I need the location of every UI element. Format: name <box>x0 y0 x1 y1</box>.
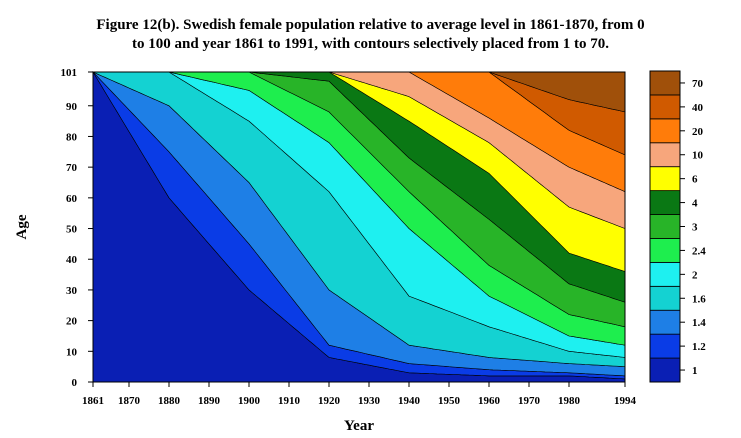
x-tick-label: 1920 <box>318 395 341 407</box>
legend-label: 4 <box>692 198 698 210</box>
legend-label: 40 <box>692 102 704 114</box>
x-tick-label: 1910 <box>278 395 301 407</box>
legend-swatch-1.4 <box>649 309 681 335</box>
x-tick-label: 1960 <box>478 395 501 407</box>
x-tick-label: 1940 <box>398 395 421 407</box>
legend-label: 1.2 <box>692 341 706 353</box>
x-tick-label: 1890 <box>198 395 221 407</box>
legend-label: 1 <box>692 365 698 377</box>
x-tick-label: 1930 <box>358 395 381 407</box>
legend-label: 1.4 <box>692 317 706 329</box>
legend-label: 6 <box>692 174 698 186</box>
y-tick-label: 80 <box>66 131 78 143</box>
x-tick-label: 1970 <box>518 395 541 407</box>
legend-swatch-1.6 <box>649 285 681 311</box>
x-tick-label: 1900 <box>238 395 261 407</box>
x-tick-label: 1880 <box>158 395 181 407</box>
y-tick-label: 0 <box>72 377 78 389</box>
legend-label: 2 <box>692 269 698 281</box>
y-tick-label: 40 <box>66 254 78 266</box>
x-tick-label: 1994 <box>614 395 637 407</box>
y-tick-label: 90 <box>66 101 78 113</box>
legend-swatch-1.2 <box>649 333 681 359</box>
legend-swatch-4 <box>649 190 681 215</box>
legend-swatch-2.4 <box>649 238 681 263</box>
plot-frame <box>92 71 626 383</box>
y-tick-label: 50 <box>66 224 78 236</box>
legend-swatch-10 <box>649 142 681 168</box>
x-axis: 1861 1870 1880 1890 1900 1910 1920 1930 1940 1950… <box>82 382 637 407</box>
legend-label: 3 <box>692 222 698 234</box>
y-tick-label: 70 <box>66 162 78 174</box>
color-legend: 1 1.2 1.4 1.6 2 2.4 3 4 6 10 20 40 70 <box>649 70 706 383</box>
legend-label: 10 <box>692 150 704 162</box>
legend-swatch-1 <box>649 357 681 383</box>
legend-label: 2.4 <box>692 245 706 257</box>
legend-swatch-2 <box>649 261 681 287</box>
legend-swatch-20 <box>649 118 681 144</box>
x-tick-label: 1980 <box>558 395 581 407</box>
x-tick-label: 1861 <box>82 395 104 407</box>
contour-bands <box>92 70 626 383</box>
legend-swatch-6 <box>649 166 681 192</box>
legend-swatch-3 <box>649 214 681 239</box>
y-tick-label: 20 <box>66 316 78 328</box>
legend-swatch-70 <box>649 70 681 96</box>
chart-title-line-2: to 100 and year 1861 to 1991, with conto… <box>132 36 609 52</box>
y-tick-label: 10 <box>66 346 78 358</box>
legend-frame <box>649 70 681 383</box>
chart-title: Figure 12(b). Swedish female population … <box>0 16 741 54</box>
legend-label: 1.6 <box>692 293 706 305</box>
legend-label: 20 <box>692 126 704 138</box>
x-tick-label: 1950 <box>438 395 461 407</box>
x-axis-label: Year <box>344 418 374 434</box>
legend-swatch-40 <box>649 94 681 120</box>
y-axis-label: Age <box>14 214 30 239</box>
x-tick-label: 1870 <box>118 395 141 407</box>
y-tick-label: 30 <box>66 285 78 297</box>
y-tick-label: 101 <box>61 67 78 79</box>
legend-label: 70 <box>692 78 704 90</box>
y-tick-label: 60 <box>66 193 78 205</box>
y-axis: 0 10 20 30 40 50 60 70 80 90 101 <box>61 67 93 389</box>
chart-title-line-1: Figure 12(b). Swedish female population … <box>96 17 645 33</box>
